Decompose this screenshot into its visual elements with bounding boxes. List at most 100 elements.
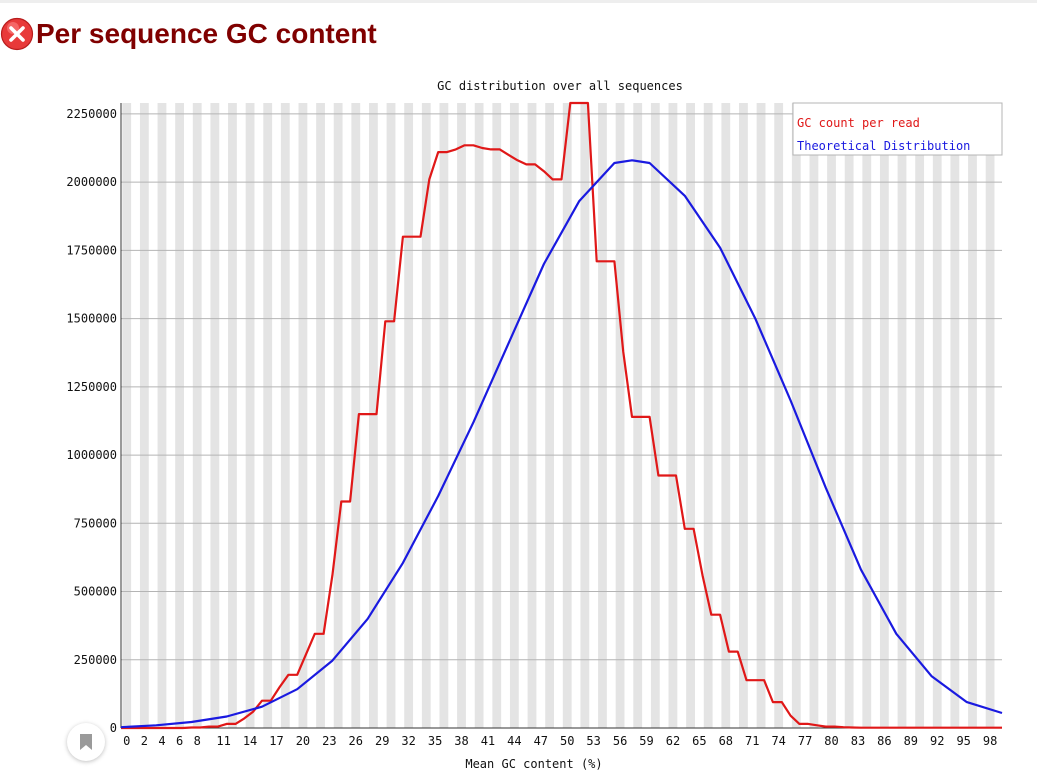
background-stripe — [263, 103, 273, 728]
y-tick-label: 2000000 — [66, 175, 117, 189]
background-stripe — [228, 103, 237, 728]
x-tick-label: 20 — [296, 734, 310, 748]
background-stripe — [333, 103, 343, 728]
x-tick-label: 4 — [158, 734, 165, 748]
background-stripe — [915, 103, 925, 728]
background-stripe — [650, 103, 660, 728]
x-tick-label: 0 — [123, 734, 130, 748]
x-tick-label: 6 — [176, 734, 183, 748]
x-tick-label: 77 — [798, 734, 812, 748]
background-stripe — [668, 103, 678, 728]
x-tick-label: 41 — [481, 734, 495, 748]
background-stripe — [580, 103, 590, 728]
background-stripe — [739, 103, 748, 728]
bookmark-button[interactable] — [67, 723, 105, 761]
x-tick-label: 59 — [639, 734, 653, 748]
background-stripe — [386, 103, 396, 728]
background-stripe — [492, 103, 502, 728]
background-stripe — [139, 103, 149, 728]
x-tick-label: 2 — [141, 734, 148, 748]
background-stripe — [369, 103, 378, 728]
background-stripe — [122, 103, 132, 728]
background-stripe — [598, 103, 607, 728]
background-stripe — [298, 103, 308, 728]
x-tick-label: 62 — [666, 734, 680, 748]
x-tick-label: 95 — [956, 734, 970, 748]
series-line-theoretical — [120, 159, 1003, 729]
x-tick-label: 26 — [349, 734, 363, 748]
legend-box — [792, 102, 1003, 156]
x-tick-label: 38 — [454, 734, 468, 748]
background-stripe — [844, 103, 854, 728]
background-stripe — [421, 103, 431, 728]
series-line-observed — [121, 101, 1002, 730]
x-tick-label: 50 — [560, 734, 574, 748]
x-tick-label: 14 — [243, 734, 257, 748]
x-tick-label: 8 — [194, 734, 201, 748]
y-tick-label: 1250000 — [66, 380, 117, 394]
y-tick-label: 0 — [110, 721, 117, 735]
background-stripe — [280, 103, 290, 728]
error-icon — [0, 17, 34, 51]
x-axis-ticks: 0 2 4 6 8 11 14 17 20 23 26 29 32 35 38 41 44 47 50 53 56 59 6… — [123, 734, 997, 748]
x-tick-label: 83 — [851, 734, 865, 748]
x-tick-label: 35 — [428, 734, 442, 748]
background-stripe — [686, 103, 695, 728]
legend-entry-theoretical: Theoretical Distribution — [797, 139, 970, 153]
x-tick-label: 53 — [586, 734, 600, 748]
x-tick-label: 17 — [269, 734, 283, 748]
y-tick-label: 500000 — [74, 585, 117, 599]
x-tick-label: 98 — [983, 734, 997, 748]
background-stripe — [545, 103, 555, 728]
background-stripe — [756, 103, 766, 728]
x-tick-label: 11 — [216, 734, 230, 748]
x-tick-label: 80 — [824, 734, 838, 748]
x-tick-label: 74 — [771, 734, 785, 748]
x-tick-label: 56 — [613, 734, 627, 748]
legend-entry-observed: GC count per read — [797, 116, 920, 130]
chart-legend: GC count per read Theoretical Distributi… — [792, 102, 1003, 156]
top-divider — [0, 0, 1037, 3]
y-tick-label: 2250000 — [66, 107, 117, 121]
background-stripe — [703, 103, 713, 728]
background-stripe — [827, 103, 836, 728]
background-stripe — [175, 103, 184, 728]
background-stripe — [404, 103, 414, 728]
chart-background-stripes — [122, 103, 995, 728]
bookmark-icon — [80, 734, 92, 750]
background-stripe — [879, 103, 889, 728]
x-tick-label: 92 — [930, 734, 944, 748]
background-stripe — [615, 103, 625, 728]
background-stripe — [950, 103, 960, 728]
background-stripe — [157, 103, 167, 728]
background-stripe — [210, 103, 220, 728]
background-stripe — [862, 103, 872, 728]
background-stripe — [527, 103, 537, 728]
y-axis-ticks: 0 250000 500000 750000 1000000 1250000 1500000… — [66, 107, 117, 735]
background-stripe — [474, 103, 484, 728]
x-tick-label: 68 — [719, 734, 733, 748]
x-tick-label: 32 — [401, 734, 415, 748]
y-tick-label: 1750000 — [66, 243, 117, 257]
background-stripe — [316, 103, 325, 728]
background-stripe — [897, 103, 907, 728]
background-stripe — [809, 103, 819, 728]
background-stripe — [774, 103, 784, 728]
x-tick-label: 71 — [745, 734, 759, 748]
y-tick-label: 1500000 — [66, 312, 117, 326]
background-stripe — [509, 103, 519, 728]
background-stripe — [932, 103, 942, 728]
module-header: Per sequence GC content — [0, 12, 377, 56]
chart-title: GC distribution over all sequences — [437, 79, 683, 93]
chart-series — [120, 101, 1003, 730]
background-stripe — [439, 103, 449, 728]
page-title: Per sequence GC content — [36, 18, 377, 49]
background-stripe — [968, 103, 977, 728]
background-stripe — [457, 103, 466, 728]
x-tick-label: 29 — [375, 734, 389, 748]
x-tick-label: 47 — [534, 734, 548, 748]
y-tick-label: 750000 — [74, 516, 117, 530]
background-stripe — [633, 103, 643, 728]
x-tick-label: 23 — [322, 734, 336, 748]
